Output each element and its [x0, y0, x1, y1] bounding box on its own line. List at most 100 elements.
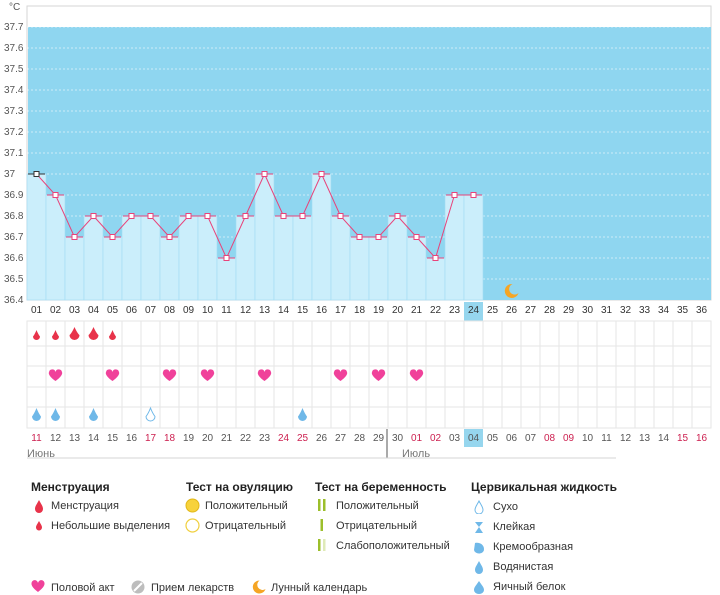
y-tick-label: 36.4 [4, 295, 24, 306]
y-tick-label: 37.5 [4, 64, 24, 75]
temperature-point [90, 213, 97, 219]
calendar-date-label: 30 [392, 433, 404, 444]
calendar-date-label: 04 [468, 433, 480, 444]
temperature-bar [235, 215, 256, 301]
temperature-point [242, 213, 249, 219]
cycle-day-label: 26 [506, 305, 518, 316]
legend-ovulation-positive: Положительный [205, 500, 288, 512]
cycle-day-label: 27 [525, 305, 537, 316]
calendar-date-label: 26 [316, 433, 328, 444]
cycle-day-label: 16 [316, 305, 328, 316]
watery-drop-icon [475, 561, 483, 574]
ovulation-negative-icon [185, 518, 200, 533]
pregnancy-faint-icon [318, 539, 326, 551]
temperature-point [280, 213, 287, 219]
temperature-point [204, 213, 211, 219]
temperature-bar [387, 215, 408, 301]
calendar-date-label: 03 [449, 433, 461, 444]
cycle-day-label: 09 [183, 305, 195, 316]
temperature-point [413, 234, 420, 240]
calendar-date-label: 23 [259, 433, 271, 444]
legend-ovulation-title: Тест на овуляцию [186, 480, 293, 494]
intercourse-heart-icon [31, 580, 45, 592]
legend-cervical-dry: Сухо [493, 501, 518, 513]
cycle-day-label: 31 [601, 305, 613, 316]
calendar-date-label: 18 [164, 433, 176, 444]
cervical-fluid-drop [145, 406, 156, 422]
calendar-date-label: 15 [677, 433, 689, 444]
cycle-day-label: 29 [563, 305, 575, 316]
menstruation-drop [33, 330, 40, 340]
menstruation-drop [109, 330, 116, 340]
moon-marker [504, 283, 519, 298]
menstruation-drop-icon [35, 500, 43, 513]
menstruation-drop [52, 330, 59, 340]
temperature-bar [368, 236, 389, 301]
intercourse-heart [48, 369, 63, 381]
legend-cervical-title: Цервикальная жидкость [471, 480, 618, 494]
calendar-date-label: 01 [411, 433, 423, 444]
cycle-day-label: 13 [259, 305, 271, 316]
cycle-day-label: 33 [639, 305, 651, 316]
calendar-date-label: 07 [525, 433, 537, 444]
legend-spotting-item: Небольшие выделения [51, 520, 171, 532]
cycle-day-label: 22 [430, 305, 442, 316]
legend-ovulation-negative: Отрицательный [205, 520, 286, 532]
cycle-day-label: 23 [449, 305, 461, 316]
legend-pregnancy-positive: Положительный [336, 500, 419, 512]
temperature-point [128, 213, 135, 219]
y-tick-label: 36.6 [4, 253, 24, 264]
temperature-bar [216, 257, 237, 301]
calendar-date-label: 12 [620, 433, 632, 444]
intercourse-heart [333, 369, 348, 381]
cycle-day-label: 32 [620, 305, 632, 316]
intercourse-heart [162, 369, 177, 381]
cycle-day-label: 10 [202, 305, 214, 316]
temperature-bar [140, 215, 161, 301]
cycle-day-label: 17 [335, 305, 347, 316]
y-tick-label: 37.2 [4, 127, 24, 138]
calendar-date-label: 08 [544, 433, 556, 444]
bbt-chart: 36.4 36.5 36.6 36.7 36.8 36.9 37 37.1 37.2 37.3 37… [4, 2, 712, 460]
cervical-fluid-drop [298, 408, 307, 421]
legend-cervical-watery: Водянистая [493, 561, 554, 573]
temperature-point [337, 213, 344, 219]
temperature-point [71, 234, 78, 240]
y-tick-label: 36.5 [4, 274, 24, 285]
calendar-date-label: 09 [563, 433, 575, 444]
temperature-point [394, 213, 401, 219]
menstruation-drop [88, 327, 99, 340]
cycle-day-label: 06 [126, 305, 138, 316]
legend-menstruation-title: Менструация [31, 480, 110, 494]
medication-pill-icon [131, 580, 145, 594]
temperature-bar [121, 215, 142, 301]
cycle-day-label: 03 [69, 305, 81, 316]
calendar-date-label: 21 [221, 433, 233, 444]
cycle-day-label: 05 [107, 305, 119, 316]
cycle-day-label: 19 [373, 305, 385, 316]
cycle-day-label: 30 [582, 305, 594, 316]
calendar-date-label: 05 [487, 433, 499, 444]
cycle-day-label: 36 [696, 305, 708, 316]
temperature-line [36, 172, 474, 260]
temperature-bar [26, 173, 47, 301]
temperature-bar [83, 215, 104, 301]
temperature-bar [463, 194, 484, 301]
temperature-point [185, 213, 192, 219]
legend-medication: Прием лекарств [151, 582, 235, 594]
intercourse-heart [257, 369, 272, 381]
temperature-point [470, 192, 477, 198]
calendar-date-label: 16 [696, 433, 708, 444]
legend-menstruation-item: Менструация [51, 500, 119, 512]
cycle-day-label: 14 [278, 305, 290, 316]
calendar-date-label: 10 [582, 433, 594, 444]
y-tick-label: 37.7 [4, 22, 24, 33]
calendar-date-label: 19 [183, 433, 195, 444]
temperature-bar [102, 236, 123, 301]
cervical-fluid-drop [51, 408, 60, 421]
legend-pregnancy-faint: Слабоположительный [336, 540, 450, 552]
current-date-highlight [464, 429, 483, 447]
calendar-date-label: 27 [335, 433, 347, 444]
cycle-day-label: 25 [487, 305, 499, 316]
cycle-day-label: 11 [221, 305, 232, 316]
